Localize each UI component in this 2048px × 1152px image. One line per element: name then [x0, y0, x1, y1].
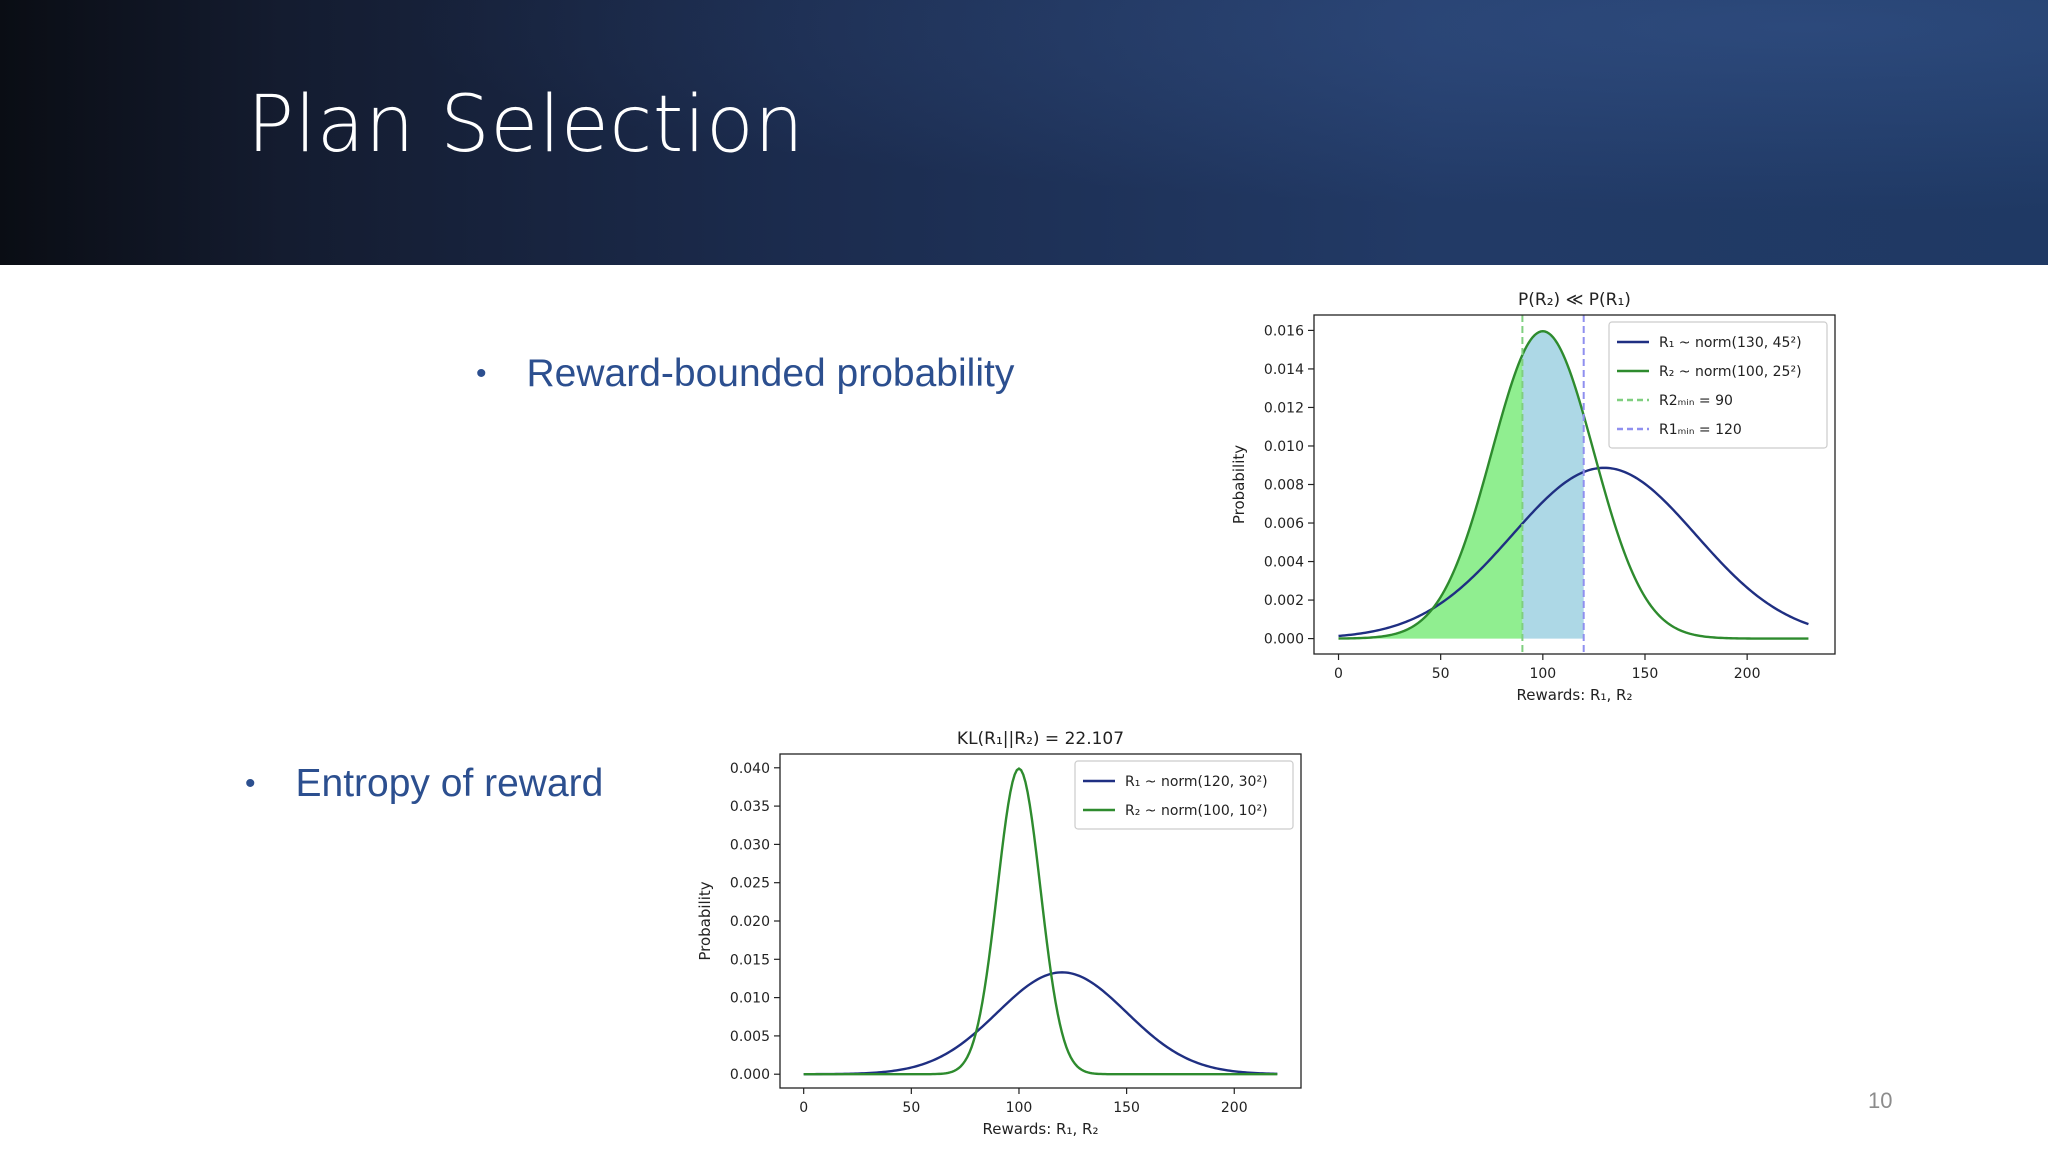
legend-label: R2ₘᵢₙ = 90 — [1659, 393, 1733, 409]
x-tick-label: 200 — [1221, 1100, 1248, 1116]
reward-bounded-probability-chart: P(R₂) ≪ P(R₁) 0 50 100 150 200 0.000 0.002 0.004… — [1230, 290, 1836, 704]
chart-title: P(R₂) ≪ P(R₁) — [1518, 290, 1631, 310]
kl-divergence-chart: KL(R₁||R₂) = 22.107 0 50 100 150 200 0.000 0.00… — [696, 729, 1302, 1138]
x-tick-label: 0 — [799, 1100, 808, 1116]
bullet-item-entropy: • Entropy of reward — [245, 762, 603, 806]
y-tick-label: 0.000 — [1264, 632, 1304, 648]
title-banner — [0, 0, 2048, 265]
legend-box — [1074, 760, 1294, 830]
x-tick-label: 50 — [902, 1100, 920, 1116]
y-tick-label: 0.012 — [1264, 400, 1304, 416]
y-tick-label: 0.016 — [1264, 323, 1304, 339]
legend-label: R1ₘᵢₙ = 120 — [1659, 422, 1742, 438]
slide-title: Plan Selection — [247, 80, 805, 170]
y-tick-label: 0.040 — [730, 761, 770, 777]
x-tick-label: 150 — [1632, 666, 1659, 682]
legend-label: R₂ ~ norm(100, 10²) — [1125, 803, 1268, 819]
bullet-dot-icon: • — [245, 767, 256, 800]
x-tick-label: 100 — [1006, 1100, 1033, 1116]
legend-box — [1608, 321, 1828, 449]
legend-label: R₁ ~ norm(120, 30²) — [1125, 774, 1268, 790]
y-tick-label: 0.030 — [730, 837, 770, 853]
y-tick-label: 0.014 — [1264, 362, 1304, 378]
y-tick-label: 0.000 — [730, 1067, 770, 1083]
shaded-region — [1522, 331, 1584, 639]
y-tick-label: 0.004 — [1264, 555, 1304, 571]
x-tick-label: 50 — [1432, 666, 1450, 682]
series-line — [803, 971, 1278, 1076]
y-tick-label: 0.035 — [730, 799, 770, 815]
shaded-region — [1338, 354, 1523, 639]
y-tick-label: 0.025 — [730, 876, 770, 892]
x-tick-label: 200 — [1734, 666, 1761, 682]
legend-label: R₂ ~ norm(100, 25²) — [1659, 364, 1802, 380]
y-axis-label: Probability — [696, 881, 714, 960]
series-line — [803, 767, 1278, 1076]
y-tick-label: 0.015 — [730, 952, 770, 968]
y-tick-label: 0.005 — [730, 1029, 770, 1045]
y-tick-label: 0.006 — [1264, 516, 1304, 532]
bullet-text: Entropy of reward — [295, 762, 604, 805]
series-line — [1338, 330, 1809, 640]
bullet-dot-icon: • — [476, 357, 487, 390]
y-tick-label: 0.002 — [1264, 593, 1304, 609]
bullet-item-reward-bounded: • Reward-bounded probability — [476, 352, 1014, 396]
bullet-text: Reward-bounded probability — [526, 352, 1015, 395]
page-number: 10 — [1868, 1088, 1893, 1113]
y-tick-label: 0.010 — [730, 991, 770, 1007]
x-tick-label: 100 — [1529, 666, 1556, 682]
x-tick-label: 0 — [1334, 666, 1343, 682]
legend-label: R₁ ~ norm(130, 45²) — [1659, 335, 1802, 351]
x-tick-label: 150 — [1113, 1100, 1140, 1116]
chart-title: KL(R₁||R₂) = 22.107 — [957, 729, 1124, 749]
y-tick-label: 0.008 — [1264, 478, 1304, 494]
y-tick-label: 0.020 — [730, 914, 770, 930]
y-axis-label: Probability — [1230, 445, 1248, 524]
x-axis-label: Rewards: R₁, R₂ — [1517, 686, 1633, 704]
series-line — [1338, 466, 1809, 638]
y-tick-label: 0.010 — [1264, 439, 1304, 455]
x-axis-label: Rewards: R₁, R₂ — [983, 1120, 1099, 1138]
